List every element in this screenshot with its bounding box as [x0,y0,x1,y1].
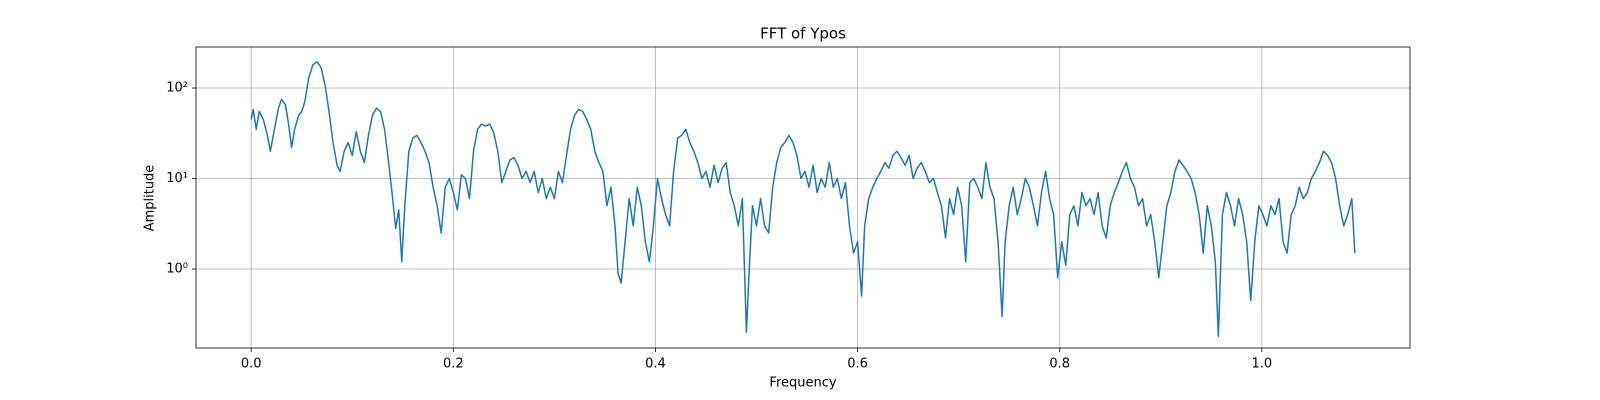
y-tick-label: 10⁰ [166,262,188,277]
series-line [250,61,1356,338]
y-axis-label: Amplitude [143,165,158,232]
plot-frame [195,46,1411,349]
x-tick-label: 0.8 [1049,357,1070,372]
x-tick-label: 0.4 [645,357,666,372]
x-tick-label: 1.0 [1251,357,1272,372]
x-axis-label: Frequency [769,376,836,391]
x-tick-label: 0.6 [847,357,868,372]
y-tick-label: 10¹ [166,171,188,186]
x-tick-label: 0.2 [443,357,464,372]
chart-title: FFT of Ypos [760,25,846,43]
x-tick-label: 0.0 [241,357,262,372]
y-tick-label: 10² [166,81,188,96]
